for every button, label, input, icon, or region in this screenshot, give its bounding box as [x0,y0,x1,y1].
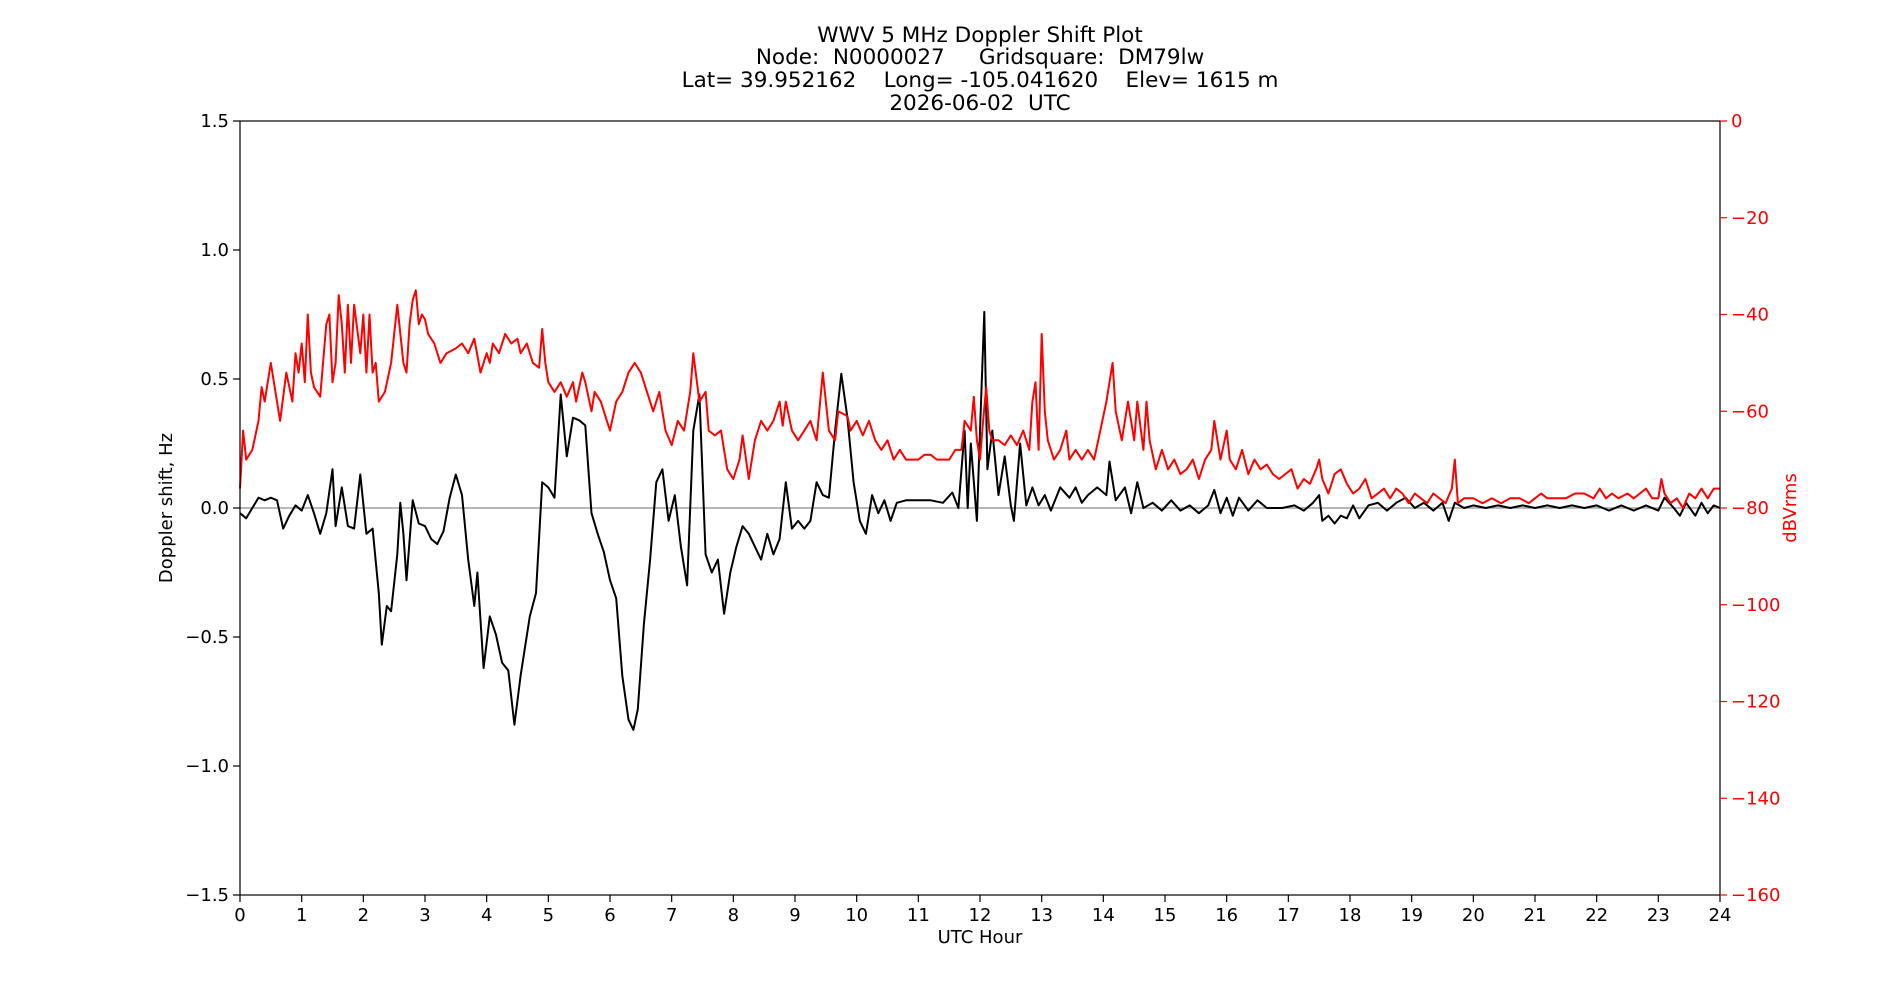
x-tick-label: 0 [234,905,245,926]
x-tick-label: 9 [789,905,800,926]
x-tick-label: 5 [543,905,554,926]
y-tick-label: −1.5 [185,885,229,906]
x-tick-label: 4 [481,905,492,926]
y-right-tick-label: −20 [1731,208,1769,229]
y-tick-label: 1.0 [200,240,229,261]
x-axis-ticks: 0 1 2 3 4 5 6 7 8 9 10 11 12 13 14 15 16 17 18 19 20 21 22 23 24 [234,895,1731,926]
y-tick-label: 1.5 [200,111,229,132]
x-tick-label: 8 [728,905,739,926]
x-tick-label: 10 [845,905,868,926]
y-right-tick-label: −140 [1731,788,1780,809]
y-tick-label: 0.0 [200,498,229,519]
x-tick-label: 12 [969,905,992,926]
x-tick-label: 22 [1585,905,1608,926]
x-tick-label: 18 [1339,905,1362,926]
y-axis-label: Doppler shift, Hz [156,433,177,583]
x-tick-label: 1 [296,905,307,926]
y-right-tick-label: −40 [1731,305,1769,326]
x-tick-label: 19 [1400,905,1423,926]
x-tick-label: 6 [604,905,615,926]
y-tick-label: −0.5 [185,627,229,648]
y-right-axis-ticks: 0 −20 −40 −60 −80 −100 −120 −140 −160 [1720,111,1780,906]
x-tick-label: 14 [1092,905,1115,926]
chart-title: WWV 5 MHz Doppler Shift Plot Node: N0000… [682,23,1279,116]
title-line-4: 2026-06-02 UTC [889,91,1070,116]
power-series-line [239,289,1720,509]
y-tick-label: 0.5 [200,369,229,390]
x-tick-label: 20 [1462,905,1485,926]
y-axis-ticks: 1.5 1.0 0.5 0.0 −0.5 −1.0 −1.5 [185,111,240,906]
y-right-tick-label: −100 [1731,595,1780,616]
x-tick-label: 11 [907,905,930,926]
x-tick-label: 23 [1647,905,1670,926]
x-tick-label: 7 [666,905,677,926]
x-tick-label: 15 [1154,905,1177,926]
title-line-3: Lat= 39.952162 Long= -105.041620 Elev= 1… [682,68,1279,93]
title-line-1: WWV 5 MHz Doppler Shift Plot [817,23,1143,48]
y-right-tick-label: −80 [1731,498,1769,519]
x-tick-label: 21 [1524,905,1547,926]
y-right-tick-label: −160 [1731,885,1780,906]
x-axis-label: UTC Hour [938,927,1023,948]
y-right-tick-label: −60 [1731,401,1769,422]
x-tick-label: 16 [1215,905,1238,926]
title-line-2: Node: N0000027 Gridsquare: DM79lw [756,45,1204,70]
x-tick-label: 2 [358,905,369,926]
y-right-tick-label: 0 [1731,111,1742,132]
x-tick-label: 24 [1709,905,1732,926]
x-tick-label: 17 [1277,905,1300,926]
y-right-tick-label: −120 [1731,692,1780,713]
x-tick-label: 13 [1030,905,1053,926]
doppler-series-line [239,310,1721,731]
y-tick-label: −1.0 [185,756,229,777]
y-right-axis-label: dBVrms [1780,473,1801,543]
x-tick-label: 3 [419,905,430,926]
series-layer [239,289,1721,731]
